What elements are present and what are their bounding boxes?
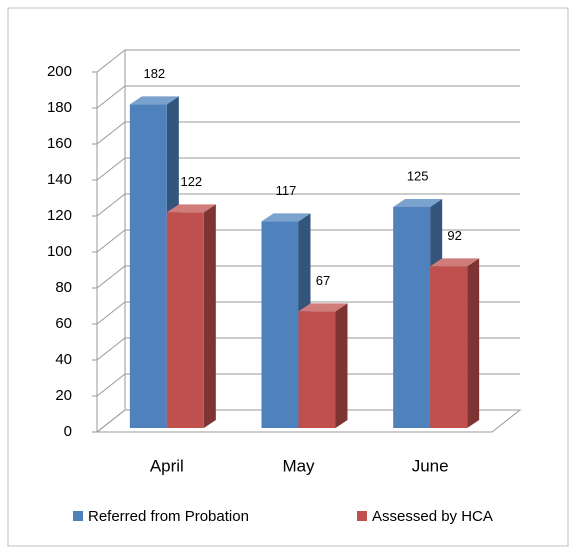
x-tick-label: April [150,456,184,475]
data-label: 117 [276,183,297,198]
y-tick-label: 180 [47,99,72,116]
bar-top [129,96,179,105]
y-tick-label: 0 [64,423,72,440]
y-tick-label: 60 [55,315,72,332]
bar [430,266,468,428]
bar-top [393,199,443,207]
y-tick-label: 200 [47,63,72,80]
data-label: 67 [316,273,330,288]
data-label: 125 [407,168,429,183]
legend-swatch [73,511,83,521]
bar-side [467,258,480,428]
data-label: 92 [447,228,461,243]
y-tick-label: 40 [55,351,72,368]
legend-label: Referred from Probation [88,508,249,525]
grid-line [96,157,520,181]
bar [393,207,431,428]
x-tick-label: June [412,456,449,475]
bar [129,104,167,429]
legend-label: Assessed by HCA [372,508,493,525]
x-tick-label: May [282,456,315,475]
data-label: 122 [180,174,202,189]
grid-line [96,265,520,289]
grid-line [96,121,520,145]
legend-swatch [357,511,367,521]
bar [166,212,204,428]
grid-line [96,85,520,109]
grid-line [96,301,520,325]
bar-top [166,204,216,213]
grid-line [96,193,520,217]
y-tick-label: 120 [47,207,72,224]
grid-line [96,49,520,73]
data-label: 182 [143,66,165,81]
y-tick-label: 140 [47,171,72,188]
bar-side [203,204,216,428]
grid-line [96,409,520,433]
bar [261,221,299,428]
y-tick-label: 100 [47,243,72,260]
bar-top [261,213,311,222]
bar-top [430,258,480,267]
bar [298,311,336,428]
bar-top [298,303,348,312]
y-tick-label: 20 [55,387,72,404]
bar-side [335,303,348,428]
grid-line [96,337,520,361]
y-tick-label: 160 [47,135,72,152]
grid-line [96,229,520,253]
y-tick-label: 80 [55,279,72,296]
grid-line [96,373,520,397]
